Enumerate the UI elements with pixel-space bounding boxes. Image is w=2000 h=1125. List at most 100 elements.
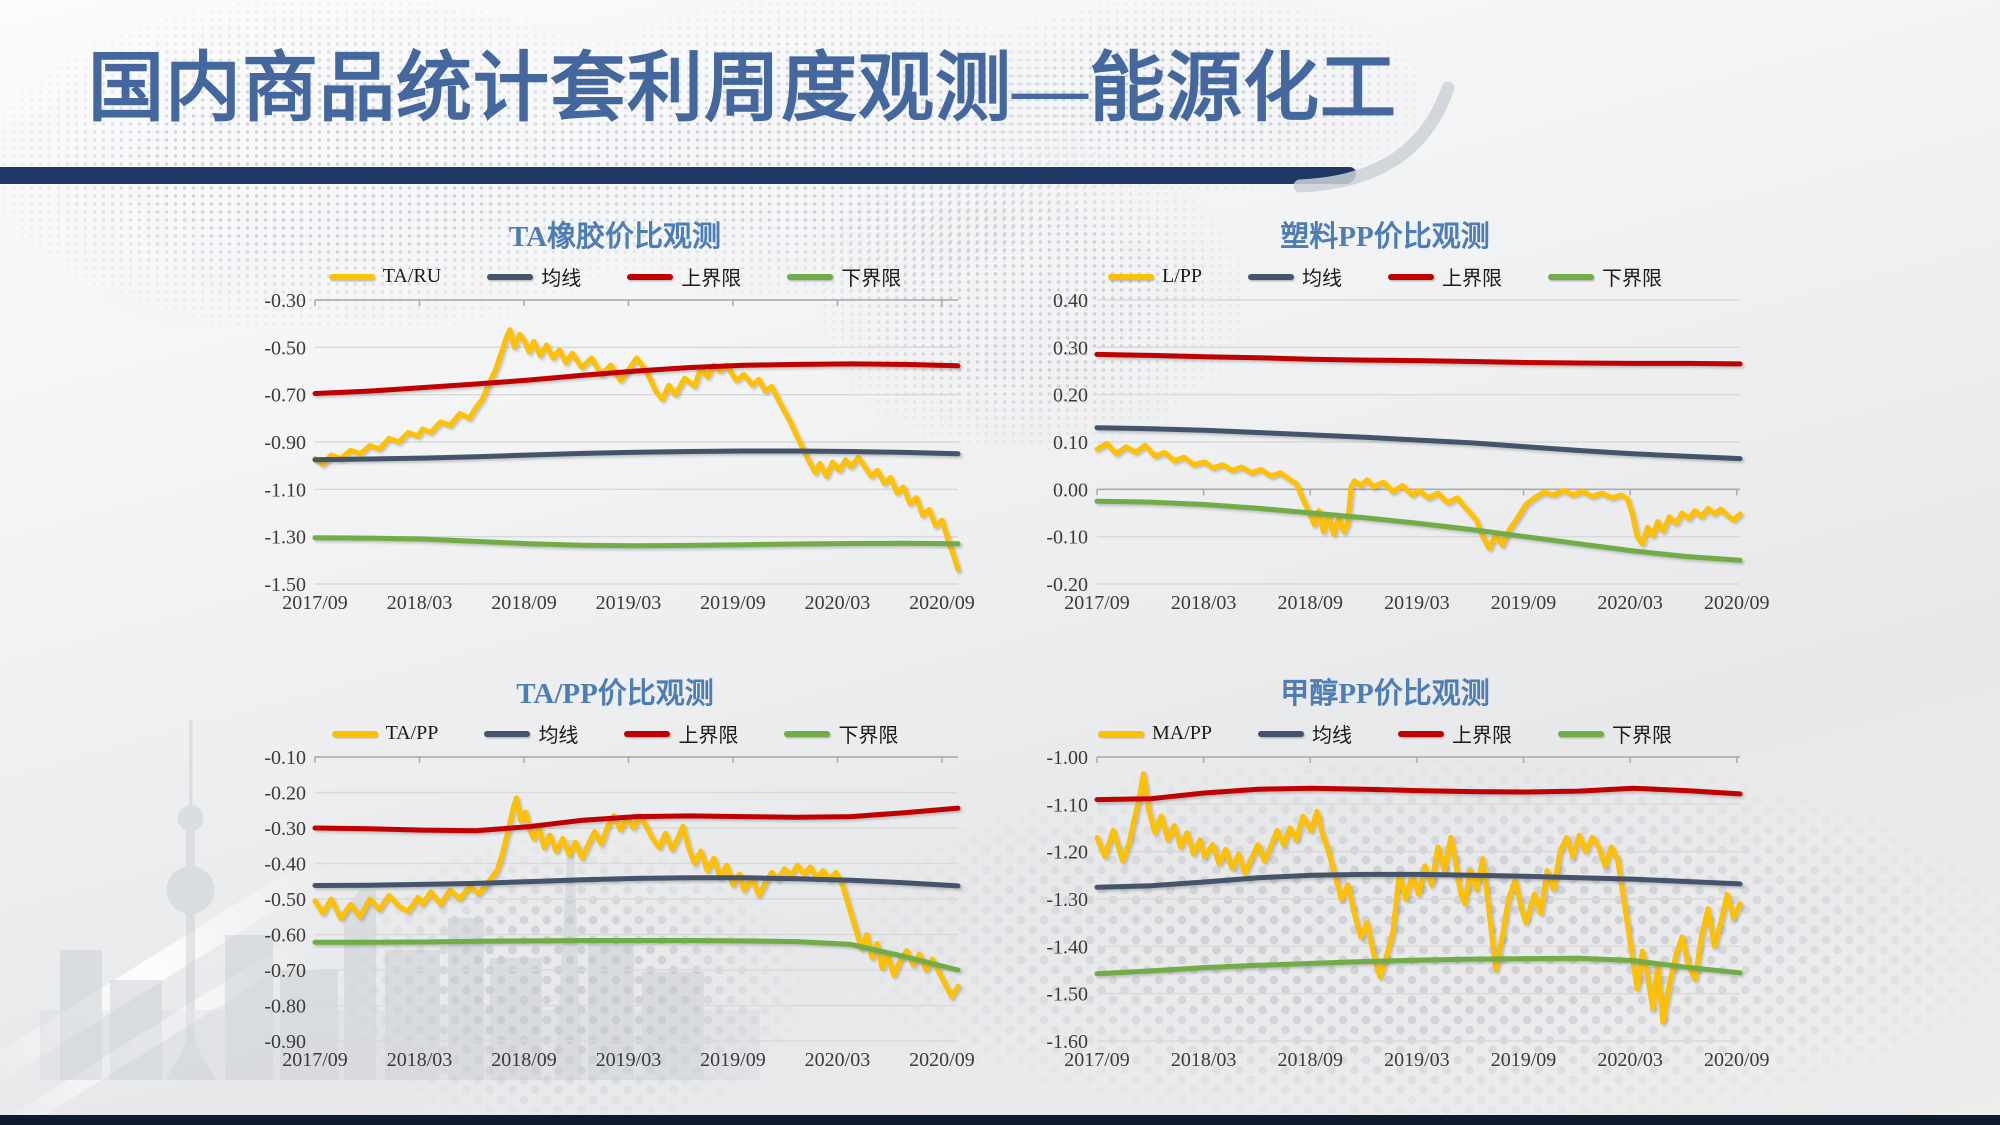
legend-swatch	[1558, 730, 1605, 737]
y-axis-label: -0.30	[264, 818, 306, 840]
page-title: 国内商品统计套利周度观测—能源化工	[88, 47, 1397, 131]
y-axis-label: -0.80	[264, 996, 306, 1018]
legend-item: TA/PP	[331, 722, 439, 745]
y-axis-label: 0.20	[1053, 385, 1088, 407]
legend-swatch	[328, 273, 375, 280]
legend-swatch	[784, 730, 831, 737]
x-axis-label: 2018/09	[1277, 1049, 1343, 1071]
legend-item: 上界限	[1398, 719, 1512, 748]
x-axis-label: 2019/03	[1384, 592, 1450, 614]
legend-item: 均线	[1258, 719, 1352, 748]
legend-label: TA/PP	[385, 722, 439, 744]
chart-title: TA橡胶价比观测	[508, 221, 722, 253]
y-axis-label: -1.50	[1046, 984, 1088, 1006]
x-axis-label: 2017/09	[282, 592, 348, 614]
series-line-0	[1094, 771, 1743, 1025]
series-line-1	[1094, 425, 1743, 462]
chart-title: 甲醇PP价比观测	[1280, 678, 1490, 710]
y-axis-label: -1.30	[264, 527, 306, 549]
legend-swatch	[487, 273, 534, 280]
series-line-1	[1094, 871, 1743, 890]
x-axis-label: 2019/09	[1491, 1049, 1557, 1071]
legend-swatch	[624, 730, 671, 737]
chart-plot: -0.10 -0.20 -0.30 -0.40 -0.50 -0.60 -0.70 -0.80…	[264, 747, 974, 1071]
x-axis-label: 2019/03	[596, 1049, 662, 1071]
legend-label: 下界限	[1602, 268, 1663, 290]
y-axis-label: -0.50	[264, 337, 306, 359]
legend-label: 上界限	[678, 725, 739, 747]
legend-item: 均线	[487, 262, 581, 291]
chart-ta-ru: TA橡胶价比观测 TA/RU 均线 上界限 下界限 -0.30 -0.50 -0.70 -0…	[230, 205, 1000, 650]
y-axis-label: 0.10	[1053, 432, 1088, 454]
chart-plot: -1.00 -1.10 -1.20 -1.30 -1.40 -1.50 -1.602017/…	[1046, 747, 1769, 1071]
y-axis-label: 0.30	[1053, 337, 1088, 359]
x-axis-label: 2020/03	[1597, 1049, 1663, 1071]
legend-label: MA/PP	[1151, 722, 1213, 744]
legend-swatch	[1107, 273, 1154, 280]
y-axis-label: -1.20	[1046, 842, 1088, 864]
chart-ma-pp: 甲醇PP价比观测 MA/PP 均线 上界限 下界限 -1.00 -1.10 -1.20 -1…	[1000, 662, 1770, 1107]
legend-item: 下界限	[784, 719, 898, 748]
series-line-3	[312, 938, 961, 973]
legend-label: 均线	[1302, 268, 1343, 290]
x-axis-label: 2018/03	[387, 592, 453, 614]
series-line-0	[1094, 440, 1743, 551]
legend-label: 下界限	[838, 725, 899, 747]
series-line-1	[312, 448, 961, 463]
chart-legend: MA/PP 均线 上界限 下界限	[1000, 719, 1770, 748]
chart-legend: TA/PP 均线 上界限 下界限	[230, 719, 1000, 748]
legend-swatch	[627, 273, 674, 280]
legend-label: 均线	[541, 268, 582, 290]
x-axis-label: 2019/09	[1491, 592, 1557, 614]
y-axis-label: -1.40	[1046, 936, 1088, 958]
legend-swatch	[1097, 730, 1144, 737]
y-axis-label: -1.00	[1046, 747, 1088, 769]
x-axis-label: 2020/03	[805, 1049, 871, 1071]
legend-label: 下界限	[1612, 725, 1673, 747]
chart-legend: L/PP 均线 上界限 下界限	[1000, 262, 1770, 291]
chart-legend: TA/RU 均线 上界限 下界限	[230, 262, 1000, 291]
y-axis-label: -0.40	[264, 854, 306, 876]
legend-swatch	[1388, 273, 1435, 280]
x-axis-label: 2017/09	[1064, 592, 1130, 614]
y-axis-label: -0.50	[264, 889, 306, 911]
y-axis-label: -0.20	[264, 783, 306, 805]
chart-ta-pp: TA/PP价比观测 TA/PP 均线 上界限 下界限 -0.10 -0.20 -0.30-…	[230, 662, 1000, 1107]
series-line-2	[1094, 351, 1743, 367]
legend-item: 下界限	[787, 262, 901, 291]
x-axis-label: 2018/03	[1171, 1049, 1237, 1071]
series-line-2	[312, 805, 961, 834]
x-axis-label: 2020/03	[1597, 592, 1663, 614]
x-axis-label: 2018/09	[491, 1049, 557, 1071]
x-axis-label: 2018/03	[1171, 592, 1237, 614]
legend-swatch	[1258, 730, 1305, 737]
series-line-2	[312, 361, 961, 396]
y-axis-label: -0.90	[264, 432, 306, 454]
y-axis-label: 0.00	[1053, 479, 1088, 501]
y-axis-label: -1.30	[1046, 889, 1088, 911]
x-axis-label: 2019/09	[700, 1049, 766, 1071]
legend-label: 下界限	[841, 268, 902, 290]
legend-item: L/PP	[1107, 265, 1202, 288]
y-axis-label: -0.70	[264, 385, 306, 407]
x-axis-label: 2019/03	[596, 592, 662, 614]
legend-item: 均线	[1248, 262, 1342, 291]
series-line-2	[1094, 785, 1743, 803]
x-axis-label: 2019/09	[700, 592, 766, 614]
legend-label: 均线	[1312, 725, 1353, 747]
legend-swatch	[484, 730, 531, 737]
x-axis-label: 2018/03	[387, 1049, 453, 1071]
legend-label: 上界限	[1452, 725, 1513, 747]
legend-swatch	[1248, 273, 1295, 280]
legend-item: MA/PP	[1097, 722, 1213, 745]
y-axis-label: -0.60	[264, 925, 306, 947]
x-axis-label: 2017/09	[282, 1049, 348, 1071]
series-line-1	[312, 875, 961, 889]
legend-item: TA/RU	[328, 265, 441, 288]
series-line-3	[1094, 498, 1743, 563]
x-axis-label: 2018/09	[491, 592, 557, 614]
y-axis-label: -0.70	[264, 960, 306, 982]
chart-l-pp: 塑料PP价比观测 L/PP 均线 上界限 下界限 0.40 0.30 0.20 0.10 0.…	[1000, 205, 1770, 650]
y-axis-label: -1.60	[1046, 1031, 1088, 1053]
